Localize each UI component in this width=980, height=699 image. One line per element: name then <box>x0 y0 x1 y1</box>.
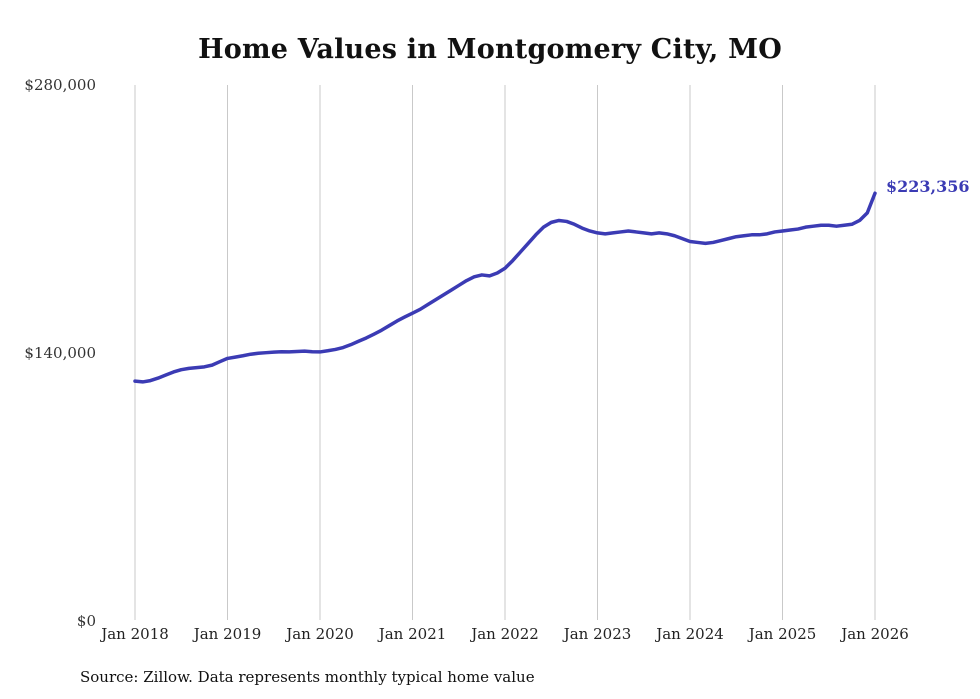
x-axis-tick-label: Jan 2022 <box>471 625 539 643</box>
x-axis-tick-label: Jan 2020 <box>286 625 354 643</box>
x-axis-tick-label: Jan 2019 <box>193 625 262 643</box>
x-axis-tick-label: Jan 2025 <box>748 625 817 643</box>
x-axis-tick-label: Jan 2021 <box>378 625 447 643</box>
y-axis-tick-label-0: $0 <box>76 612 96 630</box>
x-axis-tick-label: Jan 2026 <box>841 625 909 643</box>
x-axis-tick-label: Jan 2018 <box>101 625 169 643</box>
x-axis-tick-label: Jan 2024 <box>656 625 724 643</box>
source-note: Source: Zillow. Data represents monthly … <box>80 668 535 686</box>
latest-value-label: $223,356 <box>886 177 970 196</box>
home-value-series-line <box>133 191 877 384</box>
x-axis-tick-label: Jan 2023 <box>563 625 632 643</box>
chart-title: Home Values in Montgomery City, MO <box>198 34 782 65</box>
y-axis-tick-label-280000: $280,000 <box>24 76 96 94</box>
y-axis-tick-label-140000: $140,000 <box>24 344 96 362</box>
